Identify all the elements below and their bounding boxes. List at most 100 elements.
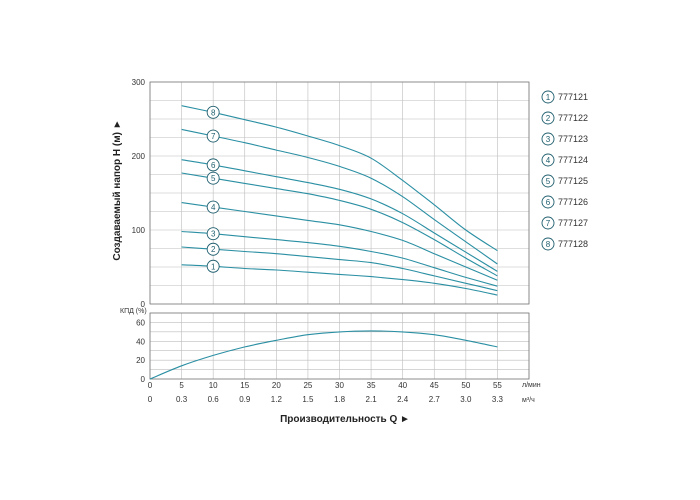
head-curve-777126	[181, 159, 498, 272]
head-curve-777124	[181, 202, 498, 281]
efficiency-y-tick-label: 40	[136, 337, 145, 346]
legend-marker-2	[541, 111, 555, 125]
legend-item-777122: 2 777122	[541, 111, 588, 125]
flow-x-tick-label: 30	[335, 381, 344, 390]
volume-x-tick-label: 0.3	[176, 395, 188, 404]
curve-marker-label: 4	[211, 203, 216, 212]
curve-marker-label: 3	[211, 230, 216, 239]
curve-marker-1	[206, 259, 220, 273]
curve-marker-label: 7	[211, 132, 216, 141]
volume-x-tick-label: 1.8	[334, 395, 346, 404]
legend-item-777123: 3 777123	[541, 132, 588, 146]
volume-x-tick-label: 3.3	[492, 395, 504, 404]
head-y-tick-label: 300	[132, 78, 146, 87]
head-curve-markers: 1 2 3 4 5 6 7 8	[206, 105, 220, 273]
legend-marker-label: 2	[546, 114, 551, 123]
flow-x-tick-label: 35	[367, 381, 376, 390]
legend-label: 777125	[558, 176, 588, 186]
flow-x-tick-label: 45	[430, 381, 439, 390]
legend-marker-1	[541, 90, 555, 104]
legend-item-777126: 6 777126	[541, 195, 588, 209]
flow-x-tick-label: 15	[240, 381, 249, 390]
head-curves	[181, 105, 498, 296]
head-curve-777127	[181, 128, 498, 265]
curve-marker-5	[206, 171, 220, 185]
curve-marker-label: 5	[211, 174, 216, 183]
legend-marker-8	[541, 237, 555, 251]
curve-marker-7	[206, 129, 220, 143]
x-axis-title: Производительность Q ►	[280, 414, 410, 425]
head-chart-grid	[149, 81, 530, 305]
legend-item-777121: 1 777121	[541, 90, 588, 104]
head-y-tick-label: 0	[141, 300, 146, 309]
volume-x-tick-label: 0	[148, 395, 153, 404]
flow-x-tick-label: 0	[148, 381, 153, 390]
head-curve-777128	[181, 105, 498, 252]
legend-label: 777123	[558, 134, 588, 144]
volume-x-tick-label: 0.9	[239, 395, 251, 404]
legend-marker-label: 3	[546, 135, 551, 144]
volume-x-tick-label: 3.0	[460, 395, 472, 404]
legend-label: 777127	[558, 218, 588, 228]
volume-x-tick-label: 1.2	[271, 395, 283, 404]
flow-x-tick-label: 20	[272, 381, 281, 390]
head-plot-frame	[149, 81, 530, 305]
flow-unit-label: л/мин	[522, 382, 541, 389]
legend: 1 777121 2 777122 3 777123 4 777124 5 777125 6 7771…	[541, 90, 588, 251]
legend-marker-6	[541, 195, 555, 209]
volume-unit-label: м³/ч	[522, 397, 535, 404]
efficiency-line	[149, 330, 498, 380]
legend-marker-label: 4	[546, 156, 551, 165]
flow-x-tick-label: 25	[303, 381, 312, 390]
legend-label: 777124	[558, 155, 588, 165]
legend-label: 777121	[558, 92, 588, 102]
efficiency-y-tick-label: 60	[136, 318, 145, 327]
curve-marker-label: 6	[211, 161, 216, 170]
legend-marker-7	[541, 216, 555, 230]
head-y-tick-label: 200	[132, 152, 146, 161]
head-curve-777125	[181, 172, 498, 277]
head-curve-777121	[181, 264, 498, 296]
legend-label: 777126	[558, 197, 588, 207]
head-curve-777123	[181, 230, 498, 287]
head-y-tick-label: 100	[132, 226, 146, 235]
efficiency-axis-title: КПД (%)	[120, 308, 147, 315]
legend-item-777125: 5 777125	[541, 174, 588, 188]
curve-marker-6	[206, 158, 220, 172]
legend-marker-label: 5	[546, 177, 551, 186]
legend-label: 777128	[558, 239, 588, 249]
flow-x-tick-label: 40	[398, 381, 407, 390]
curve-marker-4	[206, 200, 220, 214]
legend-item-777128: 8 777128	[541, 237, 588, 251]
efficiency-y-tick-label: 20	[136, 356, 145, 365]
flow-x-tick-label: 55	[493, 381, 502, 390]
legend-marker-label: 7	[546, 219, 551, 228]
legend-item-777127: 7 777127	[541, 216, 588, 230]
legend-marker-5	[541, 174, 555, 188]
legend-marker-label: 8	[546, 240, 551, 249]
curve-marker-label: 8	[211, 108, 216, 117]
efficiency-plot-frame	[149, 312, 530, 380]
flow-x-tick-label: 10	[209, 381, 218, 390]
volume-x-tick-label: 2.4	[397, 395, 409, 404]
curve-marker-label: 2	[211, 245, 216, 254]
flow-x-tick-label: 50	[461, 381, 470, 390]
legend-marker-label: 6	[546, 198, 551, 207]
legend-marker-4	[541, 153, 555, 167]
head-curve-777122	[181, 246, 498, 292]
volume-x-tick-label: 2.1	[366, 395, 378, 404]
efficiency-y-tick-label: 0	[141, 375, 146, 384]
flow-x-tick-label: 5	[179, 381, 184, 390]
legend-marker-3	[541, 132, 555, 146]
curve-marker-2	[206, 242, 220, 256]
efficiency-curve	[149, 330, 498, 380]
legend-item-777124: 4 777124	[541, 153, 588, 167]
volume-x-tick-label: 0.6	[208, 395, 220, 404]
efficiency-chart-grid	[149, 312, 530, 380]
volume-x-tick-label: 2.7	[429, 395, 441, 404]
volume-x-tick-label: 1.5	[302, 395, 314, 404]
curve-marker-label: 1	[211, 262, 216, 271]
curve-marker-3	[206, 227, 220, 241]
